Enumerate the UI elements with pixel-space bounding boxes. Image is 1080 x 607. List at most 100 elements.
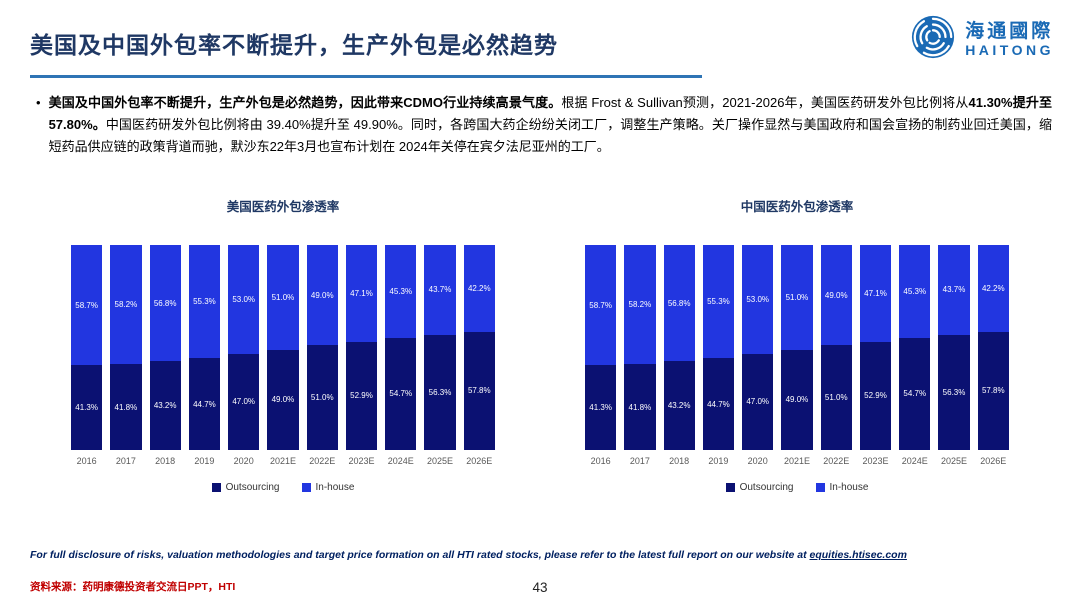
china-outsourcing-penetration-chart: 中国医药外包渗透率 58.7% 41.3% 58.2% 41.8% 56.8% 43.2%… [585,196,1009,493]
stacked-bar-2016: 58.7% 41.3% [585,245,617,450]
stacked-bar-2024E: 45.3% 54.7% [385,245,417,450]
us-outsourcing-penetration-chart: 美国医药外包渗透率 58.7% 41.3% 58.2% 41.8% 56.8% 43.2%… [71,196,495,493]
bar-segment-outsourcing-2017: 41.8% [110,364,142,450]
bar-segment-outsourcing-2016: 41.3% [71,365,103,450]
data-label: 42.2% [467,283,491,293]
bar-segment-outsourcing-2022E: 51.0% [306,345,338,450]
legend-label: In-house [829,482,869,493]
data-label: 45.3% [903,286,927,296]
data-label: 51.0% [785,292,809,302]
x-tick-2019: 2019 [708,456,729,466]
data-label: 51.0% [824,393,848,403]
x-tick-2026E: 2026E [980,456,1007,466]
bar-segment-outsourcing-2023E: 52.9% [345,341,378,450]
bar-segment-in-house-2023E: 47.1% [345,245,378,342]
bar-segment-in-house-2024E: 45.3% [899,245,931,338]
data-label: 56.8% [153,298,177,308]
data-label: 43.2% [667,401,691,411]
bar-segment-in-house-2020: 53.0% [228,245,260,354]
data-label: 57.8% [467,386,491,396]
bar-segment-outsourcing-2020: 47.0% [742,353,774,450]
stacked-bar-2024E: 45.3% 54.7% [899,245,931,450]
data-label: 55.3% [707,297,730,307]
data-label: 47.1% [864,288,887,298]
data-label: 42.2% [981,283,1005,293]
data-label: 55.3% [193,297,216,307]
data-label: 52.9% [864,391,887,401]
bar-segment-outsourcing-2026E: 57.8% [977,331,1009,450]
bar-segment-outsourcing-2018: 43.2% [149,361,181,450]
data-label: 58.2% [628,300,652,310]
legend-label: Outsourcing [739,482,794,493]
stacked-bar-2021E: 51.0% 49.0% [781,245,813,450]
x-tick-2017: 2017 [629,456,650,466]
data-label: 51.0% [310,393,334,403]
stacked-bar-2018: 56.8% 43.2% [149,245,181,450]
x-tick-2021E: 2021E [783,456,810,466]
bar-segment-in-house-2026E: 42.2% [463,245,495,332]
page-number: 43 [532,580,548,595]
stacked-bar-2025E: 43.7% 56.3% [424,245,456,450]
bar-segment-in-house-2016: 58.7% [585,245,617,366]
chart-plot-area: 58.7% 41.3% 58.2% 41.8% 56.8% 43.2% 55.3% 44.7%… [585,245,1009,450]
stacked-bar-2023E: 47.1% 52.9% [345,245,378,450]
data-label: 47.1% [350,288,373,298]
x-tick-2019: 2019 [194,456,215,466]
charts-row: 美国医药外包渗透率 58.7% 41.3% 58.2% 41.8% 56.8% 43.2%… [0,196,1080,493]
bar-segment-in-house-2022E: 49.0% [820,245,852,346]
data-label: 41.3% [589,403,612,413]
bar-segment-in-house-2021E: 51.0% [781,245,813,350]
data-label: 41.8% [114,402,138,412]
data-label: 52.9% [350,391,373,401]
bar-segment-outsourcing-2019: 44.7% [702,358,735,450]
data-label: 41.3% [75,403,98,413]
paragraph-segment: 美国及中国外包率不断提升，生产外包是必然趋势，因此带来CDMO行业持续高景气度。 [48,95,562,110]
disclosure-text: For full disclosure of risks, valuation … [30,549,1050,561]
data-label: 56.3% [942,387,966,397]
data-label: 53.0% [746,294,770,304]
legend-label: Outsourcing [225,482,280,493]
bar-segment-outsourcing-2025E: 56.3% [938,334,970,450]
legend-swatch-icon [301,483,311,492]
bar-segment-outsourcing-2026E: 57.8% [463,331,495,450]
stacked-bar-2023E: 47.1% 52.9% [859,245,892,450]
chart-legend: Outsourcing In-house [71,482,495,493]
data-label: 58.7% [589,300,612,310]
stacked-bar-2021E: 51.0% 49.0% [267,245,299,450]
data-label: 49.0% [310,290,334,300]
data-label: 54.7% [389,389,413,399]
x-tick-2022E: 2022E [309,456,336,466]
legend-swatch-icon [725,483,735,492]
legend-item-outsourcing: Outsourcing [725,482,794,493]
logo-text: 海通國際 HAITONG [965,21,1054,59]
x-tick-2018: 2018 [669,456,690,466]
source-note: 资料来源：药明康德投资者交流日PPT，HTI [30,581,236,593]
data-label: 45.3% [389,286,413,296]
stacked-bar-2017: 58.2% 41.8% [110,245,142,450]
x-tick-2023E: 2023E [348,456,375,466]
website-link[interactable]: equities.htisec.com [809,549,907,561]
stacked-bar-2025E: 43.7% 56.3% [938,245,970,450]
bar-segment-outsourcing-2017: 41.8% [624,364,656,450]
bar-segment-in-house-2018: 56.8% [663,245,695,362]
haitong-logo-icon [910,14,956,65]
stacked-bar-2022E: 49.0% 51.0% [306,245,338,450]
bar-segment-outsourcing-2021E: 49.0% [267,349,299,450]
data-label: 44.7% [193,399,216,409]
stacked-bar-2022E: 49.0% 51.0% [820,245,852,450]
bullet-icon: • [36,95,41,110]
data-label: 43.7% [942,285,966,295]
x-tick-2026E: 2026E [466,456,493,466]
bar-segment-in-house-2017: 58.2% [624,245,656,365]
data-label: 41.8% [628,402,652,412]
bar-segment-in-house-2025E: 43.7% [424,245,456,335]
bar-segment-outsourcing-2018: 43.2% [663,361,695,450]
chart-plot-area: 58.7% 41.3% 58.2% 41.8% 56.8% 43.2% 55.3% 44.7%… [71,245,495,450]
bar-segment-in-house-2020: 53.0% [742,245,774,354]
logo-name-english: HAITONG [965,42,1054,59]
bar-segment-in-house-2024E: 45.3% [385,245,417,338]
stacked-bar-2026E: 42.2% 57.8% [463,245,495,450]
stacked-bar-2018: 56.8% 43.2% [663,245,695,450]
chart-title: 美国医药外包渗透率 [226,200,340,214]
x-tick-2017: 2017 [115,456,136,466]
